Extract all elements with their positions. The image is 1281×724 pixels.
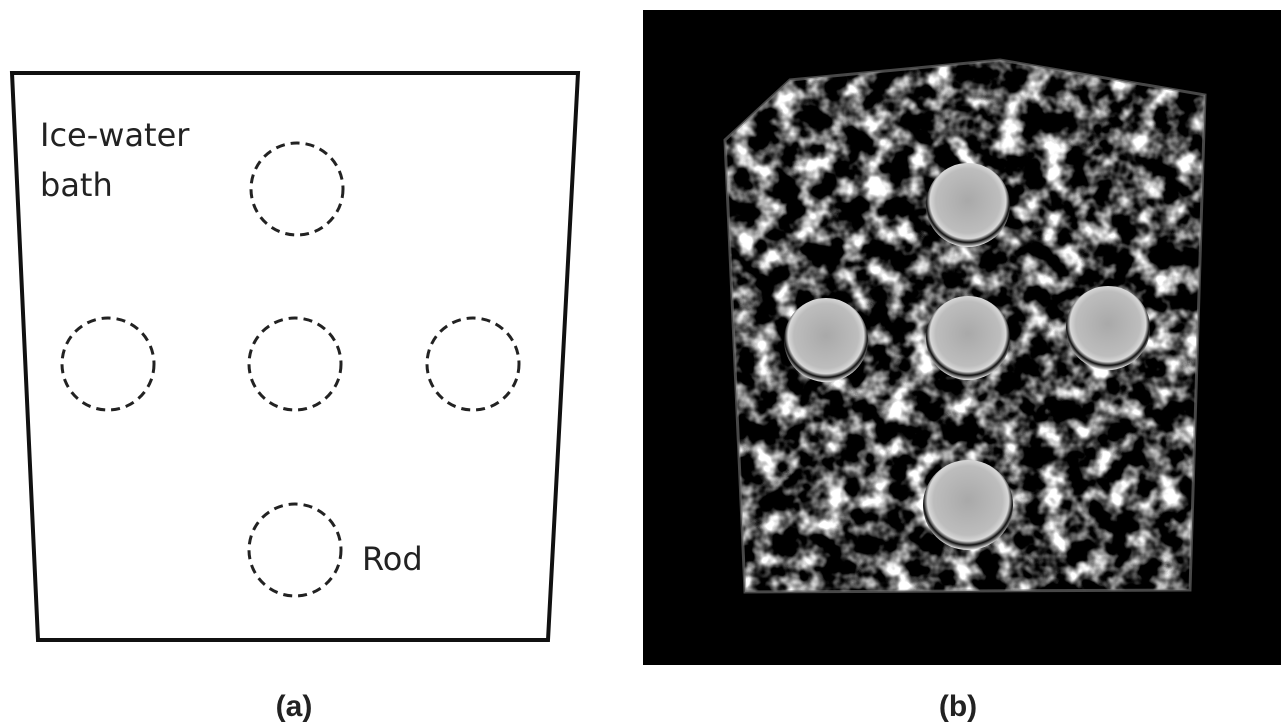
mri-rod: [784, 298, 868, 382]
mri-rod: [1066, 286, 1150, 370]
panel-a: Ice-water bath Rod (a): [12, 73, 578, 723]
rod-circle: [249, 318, 341, 410]
figure: Ice-water bath Rod (a) (b): [0, 0, 1281, 724]
rod-circle: [249, 504, 341, 596]
page: Ice-water bath Rod (a) (b) (() => { cons…: [0, 0, 1281, 724]
panel-b: (b): [643, 10, 1281, 723]
bath-outline: [12, 73, 578, 640]
bath-label: Ice-water: [40, 116, 190, 154]
caption: (a): [276, 690, 313, 723]
bath-label: bath: [40, 166, 113, 204]
rod-label: Rod: [362, 540, 423, 578]
rod-circle: [427, 318, 519, 410]
rod-circle: [62, 318, 154, 410]
rods: [62, 143, 519, 596]
mri-rod: [926, 163, 1010, 247]
caption: (b): [939, 690, 977, 723]
rod-circle: [251, 143, 343, 235]
mri-rod: [923, 460, 1013, 550]
mri-rod: [926, 296, 1010, 380]
